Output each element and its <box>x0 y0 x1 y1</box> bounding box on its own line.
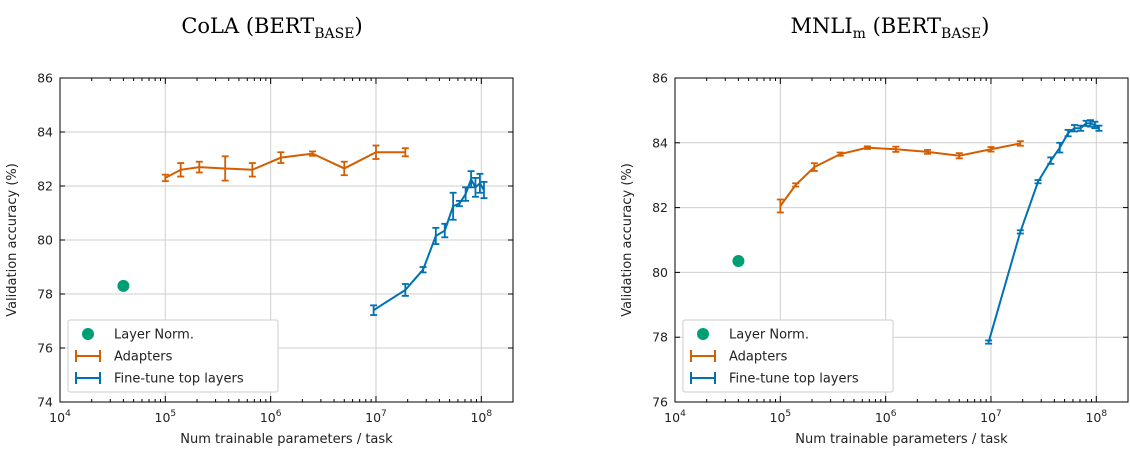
legend-box <box>682 319 894 393</box>
y-tick-label: 80 <box>652 265 668 280</box>
legend-label-fine-tune-top-layers: Fine-tune top layers <box>729 372 859 387</box>
x-tick-label: 107 <box>980 409 1002 425</box>
y-tick-label: 76 <box>652 395 668 410</box>
x-tick-label: 105 <box>155 409 177 425</box>
y-tick-label: 74 <box>37 395 53 410</box>
series-line-adapters <box>164 151 406 179</box>
x-axis-label: Num trainable parameters / task <box>180 432 393 447</box>
y-tick-label: 78 <box>37 287 53 302</box>
y-tick-label: 82 <box>37 179 53 194</box>
y-tick-label: 86 <box>37 71 53 86</box>
x-tick-label: 105 <box>770 409 792 425</box>
data-point-layer-norm <box>732 255 745 268</box>
x-tick-label: 107 <box>365 409 387 425</box>
x-tick-label: 108 <box>1085 409 1107 425</box>
series-line-adapters <box>779 142 1021 207</box>
legend-label-adapters: Adapters <box>114 350 173 365</box>
x-axis-label: Num trainable parameters / task <box>795 432 1008 447</box>
legend-marker-layer-norm <box>82 328 94 340</box>
x-tick-label: 106 <box>260 409 282 425</box>
y-tick-label: 78 <box>652 330 668 345</box>
legend-marker-layer-norm <box>697 328 709 340</box>
legend-label-fine-tune-top-layers: Fine-tune top layers <box>114 372 244 387</box>
legend: Layer Norm. Adapters Fine-tune top layers <box>67 319 279 393</box>
chart-svg-cola: CoLA (BERTBASE) 74 76 78 80 82 84 86 104 105 106 10… <box>5 14 514 447</box>
chart-panel-cola: CoLA (BERTBASE) 74 76 78 80 82 84 86 104 105 106 10… <box>5 14 514 447</box>
x-tick-label: 106 <box>875 409 897 425</box>
y-tick-label: 80 <box>37 233 53 248</box>
series-line-fine-tune-top-layers <box>987 122 1100 343</box>
chart-svg-mnli: MNLIm (BERTBASE) 76 78 80 82 84 86 104 105 106 107… <box>620 14 1129 447</box>
y-axis-label: Validation accuracy (%) <box>5 163 20 317</box>
chart-panel-mnli: MNLIm (BERTBASE) 76 78 80 82 84 86 104 105 106 107… <box>565 0 1130 451</box>
series-line-fine-tune-top-layers <box>373 176 485 312</box>
legend-label-adapters: Adapters <box>729 350 788 365</box>
y-tick-label: 86 <box>652 71 668 86</box>
y-tick-label: 76 <box>37 341 53 356</box>
y-tick-label: 84 <box>652 135 668 150</box>
chart-title: MNLIm (BERTBASE) <box>791 14 990 42</box>
legend-label-layer-norm: Layer Norm. <box>114 328 194 343</box>
y-axis-label: Validation accuracy (%) <box>620 163 635 317</box>
data-point-layer-norm <box>117 279 130 292</box>
plot-frame <box>674 77 1129 403</box>
y-tick-label: 84 <box>37 125 53 140</box>
x-tick-label: 104 <box>49 409 71 425</box>
x-tick-label: 104 <box>664 409 686 425</box>
legend-label-layer-norm: Layer Norm. <box>729 328 809 343</box>
chart-title: CoLA (BERTBASE) <box>181 14 362 42</box>
legend-box <box>67 319 279 393</box>
legend: Layer Norm. Adapters Fine-tune top layers <box>682 319 894 393</box>
y-tick-label: 82 <box>652 200 668 215</box>
x-tick-label: 108 <box>470 409 492 425</box>
